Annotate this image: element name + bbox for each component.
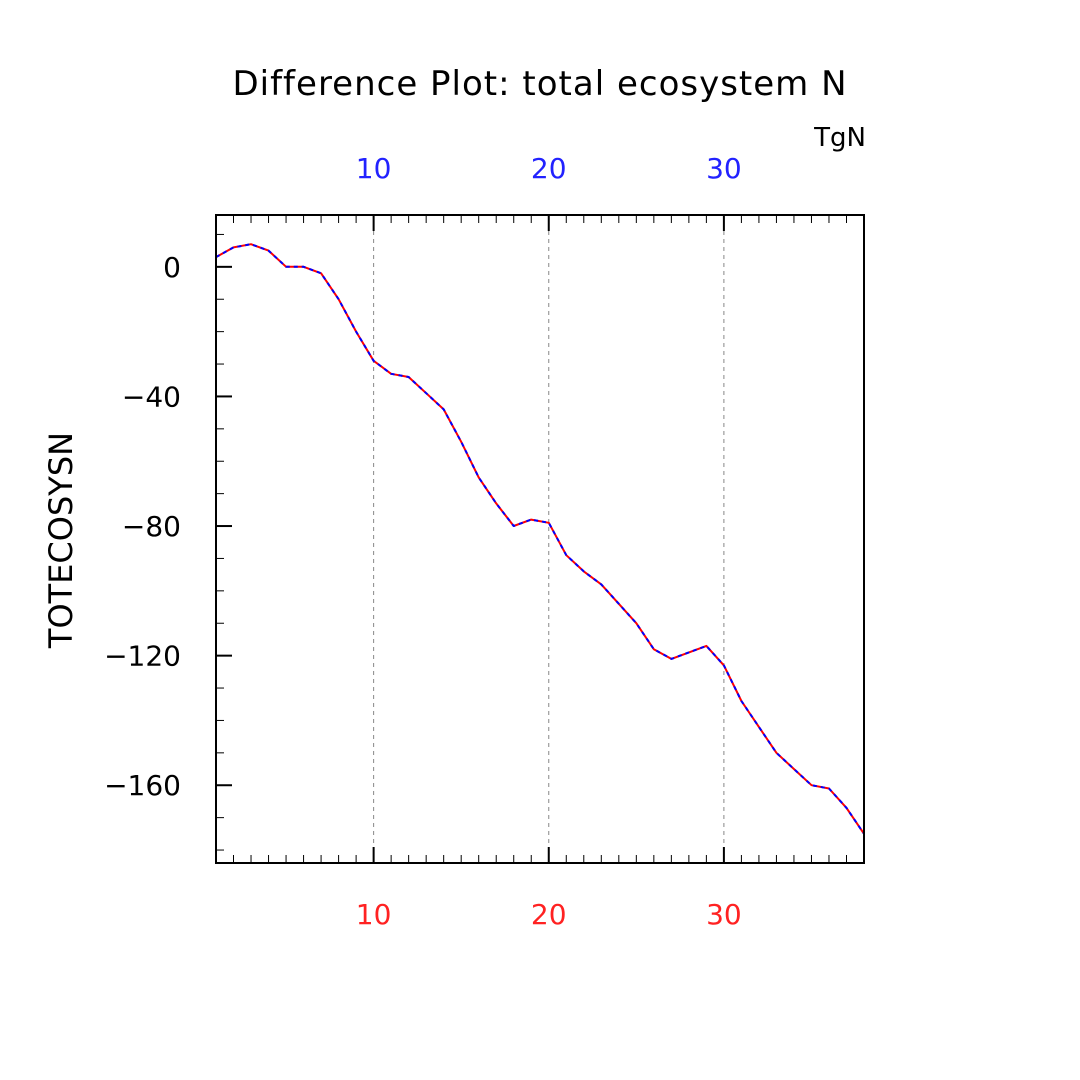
grid-lines: [373, 215, 725, 863]
tick-labels: 10 20 30 10 20 30 0 −40 −80 −120 −160: [104, 152, 742, 931]
plot-frame: [215, 214, 865, 864]
x-tick-label-bottom: 20: [531, 898, 567, 931]
y-tick-label: −160: [104, 769, 181, 802]
x-tick-label-bottom: 10: [356, 898, 392, 931]
units-label: TgN: [813, 123, 866, 153]
series-lines: [215, 243, 865, 835]
chart-title: Difference Plot: total ecosystem N: [232, 64, 847, 104]
x-tick-label-top: 30: [706, 152, 742, 185]
x-tick-label-bottom: 30: [706, 898, 742, 931]
x-tick-label-top: 20: [531, 152, 567, 185]
y-axis-label: TOTECOSYSN: [42, 432, 80, 649]
y-tick-label: −40: [122, 380, 181, 413]
axes: [215, 214, 865, 864]
y-tick-label: 0: [163, 251, 181, 284]
series-line-dashed: [215, 243, 865, 835]
y-tick-label: −120: [104, 640, 181, 673]
y-tick-label: −80: [122, 510, 181, 543]
x-tick-label-top: 10: [356, 152, 392, 185]
